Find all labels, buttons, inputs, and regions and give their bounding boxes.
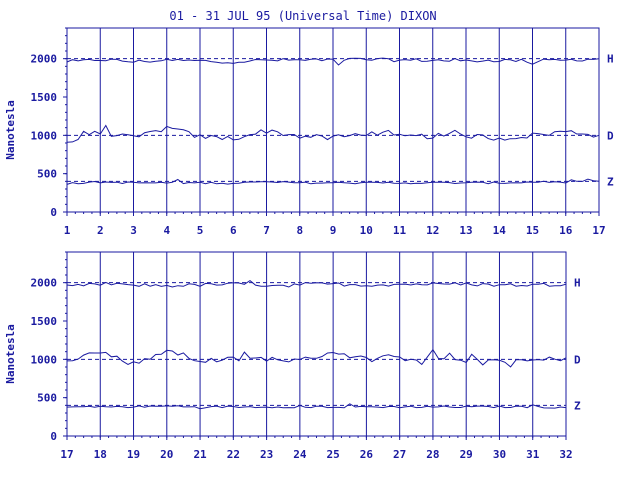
x-tick-label: 30 bbox=[493, 448, 506, 461]
plot-frame bbox=[66, 251, 567, 437]
x-tick-label: 25 bbox=[327, 448, 340, 461]
y-tick-label: 2000 bbox=[31, 53, 58, 66]
x-tick-label: 13 bbox=[459, 224, 472, 237]
x-tick-label: 4 bbox=[163, 224, 170, 237]
x-tick-label: 22 bbox=[227, 448, 240, 461]
x-tick-label: 8 bbox=[296, 224, 303, 237]
x-tick-label: 21 bbox=[193, 448, 207, 461]
x-tick-label: 7 bbox=[263, 224, 270, 237]
chart-title: 01 - 31 JUL 95 (Universal Time) DIXON bbox=[169, 9, 436, 23]
x-tick-label: 17 bbox=[60, 448, 73, 461]
y-tick-label: 0 bbox=[50, 430, 57, 443]
y-tick-label: 1500 bbox=[31, 91, 58, 104]
x-tick-label: 26 bbox=[360, 448, 374, 461]
component-label-D: D bbox=[607, 129, 614, 142]
component-label-Z: Z bbox=[607, 175, 614, 188]
x-tick-label: 3 bbox=[130, 224, 137, 237]
y-axis-label: Nanotesla bbox=[4, 324, 17, 384]
component-label-H: H bbox=[607, 53, 614, 66]
y-tick-label: 500 bbox=[37, 392, 57, 405]
x-tick-label: 17 bbox=[592, 224, 605, 237]
x-tick-label: 5 bbox=[197, 224, 204, 237]
trace-Z bbox=[66, 403, 567, 410]
trace-Z bbox=[66, 178, 600, 185]
x-tick-label: 31 bbox=[526, 448, 540, 461]
component-label-D: D bbox=[574, 353, 581, 366]
x-tick-label: 12 bbox=[426, 224, 439, 237]
x-tick-label: 9 bbox=[330, 224, 337, 237]
y-tick-label: 2000 bbox=[31, 277, 58, 290]
x-tick-label: 2 bbox=[97, 224, 104, 237]
x-tick-label: 11 bbox=[393, 224, 407, 237]
x-tick-label: 20 bbox=[160, 448, 173, 461]
y-axis-label: Nanotesla bbox=[4, 100, 17, 160]
trace-H bbox=[66, 279, 567, 288]
x-tick-label: 18 bbox=[94, 448, 107, 461]
x-tick-label: 15 bbox=[526, 224, 539, 237]
x-tick-label: 1 bbox=[64, 224, 71, 237]
panel-top: 1 2 3 4 5 6 7 8 9 10 11 12 13 14 15 16 17050010001500200… bbox=[4, 27, 614, 237]
trace-H bbox=[66, 57, 600, 66]
x-tick-label: 16 bbox=[559, 224, 573, 237]
x-tick-label: 19 bbox=[127, 448, 140, 461]
x-tick-label: 29 bbox=[460, 448, 473, 461]
x-tick-label: 27 bbox=[393, 448, 406, 461]
component-label-Z: Z bbox=[574, 399, 581, 412]
y-tick-label: 1000 bbox=[31, 353, 58, 366]
component-label-H: H bbox=[574, 277, 581, 290]
y-tick-label: 1500 bbox=[31, 315, 58, 328]
x-tick-label: 28 bbox=[426, 448, 439, 461]
y-tick-label: 500 bbox=[37, 168, 57, 181]
x-tick-label: 24 bbox=[293, 448, 307, 461]
x-tick-label: 14 bbox=[493, 224, 507, 237]
y-tick-label: 1000 bbox=[31, 129, 58, 142]
y-tick-label: 0 bbox=[50, 206, 57, 219]
x-tick-label: 23 bbox=[260, 448, 273, 461]
x-tick-label: 32 bbox=[559, 448, 572, 461]
trace-D bbox=[66, 124, 600, 143]
trace-D bbox=[66, 348, 567, 368]
x-tick-label: 6 bbox=[230, 224, 237, 237]
x-tick-label: 10 bbox=[360, 224, 373, 237]
panel-bottom: 17 18 19 20 21 22 23 24 25 26 27 28 29 30 31 32 0 500 1000… bbox=[4, 251, 581, 461]
